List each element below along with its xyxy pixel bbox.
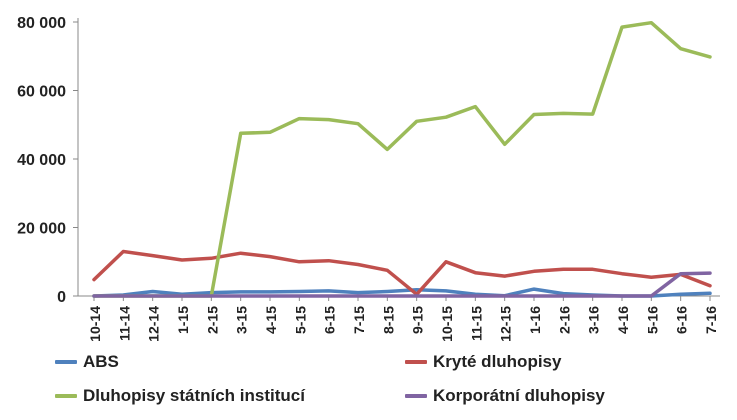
y-tick-label: 40 000 bbox=[17, 152, 66, 169]
legend-swatch-kryte-dluhopisy bbox=[405, 360, 427, 364]
x-tick-label: 12-14 bbox=[146, 306, 162, 342]
y-tick-label: 20 000 bbox=[17, 221, 66, 238]
legend-label-dluhopisy-statnich-instituci: Dluhopisy státních institucí bbox=[83, 386, 305, 405]
x-tick-label: 10-15 bbox=[439, 306, 455, 342]
legend-swatch-dluhopisy-statnich-instituci bbox=[55, 394, 77, 398]
legend-label-korporatni-dluhopisy: Korporátní dluhopisy bbox=[433, 386, 605, 405]
legend-label-abs: ABS bbox=[83, 352, 119, 371]
x-tick-label: 4-15 bbox=[263, 306, 279, 334]
x-tick-label: 1-15 bbox=[175, 306, 191, 334]
x-tick-label: 4-16 bbox=[615, 306, 631, 334]
legend-swatch-abs bbox=[55, 360, 77, 364]
x-tick-label: 6-15 bbox=[322, 306, 338, 334]
x-tick-label: 11-15 bbox=[468, 306, 484, 341]
y-tick-label: 80 000 bbox=[17, 15, 66, 32]
x-tick-label: 7-15 bbox=[351, 306, 367, 334]
x-tick-label: 3-16 bbox=[586, 306, 602, 334]
series-line-kryt-dluhopisy bbox=[92, 249, 712, 297]
x-tick-label: 2-15 bbox=[204, 306, 220, 334]
legend-item-kryte-dluhopisy: Kryté dluhopisy bbox=[405, 352, 561, 372]
series-line-dluhopisy-st-tn-ch-instituc- bbox=[92, 20, 712, 298]
x-tick-label: 11-14 bbox=[116, 306, 132, 341]
x-tick-label: 5-15 bbox=[292, 306, 308, 334]
legend-item-korporatni-dluhopisy: Korporátní dluhopisy bbox=[405, 386, 605, 406]
x-tick-label: 3-15 bbox=[234, 306, 250, 334]
legend-item-dluhopisy-statnich-instituci: Dluhopisy státních institucí bbox=[55, 386, 305, 406]
y-tick-label: 60 000 bbox=[17, 84, 66, 101]
x-tick-label: 9-15 bbox=[410, 306, 426, 334]
legend-swatch-korporatni-dluhopisy bbox=[405, 394, 427, 398]
x-tick-label: 12-15 bbox=[498, 306, 514, 342]
legend-item-abs: ABS bbox=[55, 352, 119, 372]
x-tick-label: 6-16 bbox=[674, 306, 690, 334]
x-tick-label: 5-16 bbox=[644, 306, 660, 334]
x-tick-label: 8-15 bbox=[380, 306, 396, 334]
x-tick-label: 10-14 bbox=[87, 306, 103, 342]
legend-label-kryte-dluhopisy: Kryté dluhopisy bbox=[433, 352, 562, 371]
series-line-korpor-tn-dluhopisy bbox=[92, 271, 712, 298]
chart-canvas: 0 20 000 40 000 60 000 80 000 10-14 11-14 12-14… bbox=[17, 15, 720, 342]
y-tick-label: 0 bbox=[57, 289, 66, 306]
x-tick-label: 7-16 bbox=[703, 306, 719, 334]
x-tick-label: 2-16 bbox=[556, 306, 572, 334]
x-tick-label: 1-16 bbox=[527, 306, 543, 334]
